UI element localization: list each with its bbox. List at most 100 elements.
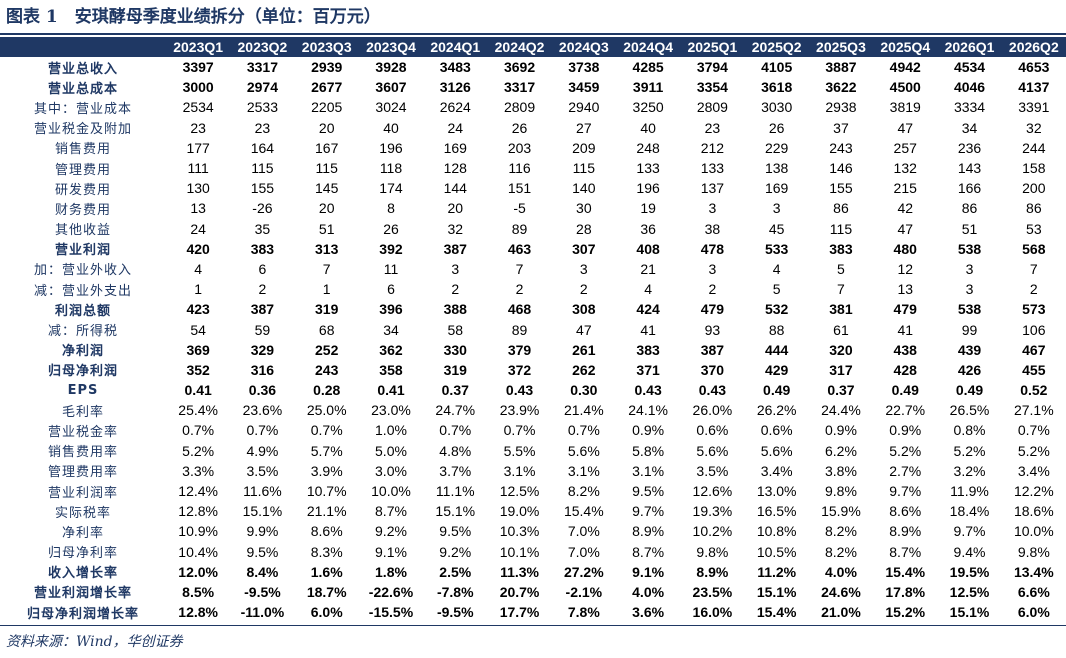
cell: 468 bbox=[507, 301, 532, 318]
cell: 24.7% bbox=[435, 402, 476, 419]
row-label: 其他收益 bbox=[54, 223, 111, 239]
column-header: 2023Q4 bbox=[358, 37, 424, 57]
column-header: 2026Q1 bbox=[937, 37, 1002, 57]
cell: 3.5% bbox=[246, 462, 279, 479]
cell: 16.0% bbox=[692, 604, 733, 621]
cell: 166 bbox=[957, 180, 982, 197]
cell: 16.5% bbox=[756, 503, 797, 520]
cell: 10.5% bbox=[756, 543, 797, 560]
cell: 3738 bbox=[568, 59, 600, 76]
cell: 4285 bbox=[632, 59, 664, 76]
cell: 371 bbox=[636, 361, 660, 378]
cell: 11.2% bbox=[757, 563, 797, 580]
cell: 47 bbox=[897, 220, 914, 237]
cell: 4.8% bbox=[439, 442, 472, 459]
cell: 5.5% bbox=[503, 442, 536, 459]
cell: 9.7% bbox=[953, 523, 986, 540]
cell: 0.37 bbox=[441, 382, 469, 399]
cell: 5.2% bbox=[182, 442, 215, 459]
cell: 313 bbox=[315, 240, 339, 257]
cell: 1.0% bbox=[375, 422, 407, 439]
cell: 4 bbox=[772, 260, 781, 277]
table-row: 财务费用 13 -26 20 8 20 -5 30 19 3 3 86 42 86 86 bbox=[0, 198, 1066, 218]
cell: 3317 bbox=[503, 79, 536, 96]
cell: 248 bbox=[636, 139, 660, 156]
cell: 0.43 bbox=[634, 382, 662, 399]
cell: 8 bbox=[387, 200, 395, 217]
cell: 215 bbox=[893, 180, 917, 197]
cell: 209 bbox=[572, 139, 596, 156]
cell: 9.1% bbox=[632, 563, 665, 580]
row-label: 营业总成本 bbox=[47, 81, 118, 97]
cell: 26 bbox=[768, 119, 785, 136]
cell: 5.7% bbox=[310, 442, 343, 459]
cell: 26 bbox=[511, 119, 528, 136]
table-row: 营业税金率 0.7% 0.7% 0.7% 1.0% 0.7% 0.7% 0.7% 0.9% 0.6… bbox=[0, 420, 1066, 440]
row-label: 归母净利润增长率 bbox=[26, 606, 139, 622]
cell: 372 bbox=[507, 361, 532, 378]
cell: 438 bbox=[893, 341, 917, 358]
cell: 20.7% bbox=[499, 583, 540, 600]
cell: 10.4% bbox=[178, 543, 218, 560]
cell: 319 bbox=[443, 361, 467, 378]
cell: 23.9% bbox=[499, 402, 540, 419]
cell: 2809 bbox=[696, 99, 728, 116]
cell: 24 bbox=[447, 119, 464, 136]
cell: 3.4% bbox=[1017, 462, 1050, 479]
table-row: 归母净利润 352 316 243 358 319 372 262 371 370 429 317 42… bbox=[0, 360, 1066, 380]
cell: 244 bbox=[1022, 139, 1046, 156]
cell: 3459 bbox=[568, 79, 600, 96]
cell: 8.2% bbox=[567, 483, 600, 500]
cell: 32 bbox=[447, 220, 464, 237]
cell: 8.3% bbox=[310, 543, 343, 560]
cell: -26 bbox=[252, 200, 273, 217]
cell: 4 bbox=[194, 260, 203, 277]
cell: 8.9% bbox=[696, 563, 729, 580]
table-row: 减：营业外支出 1 2 1 6 2 2 2 4 2 5 7 13 3 2 bbox=[0, 279, 1066, 299]
cell: 36 bbox=[640, 220, 656, 237]
cell: 19.3% bbox=[692, 503, 733, 520]
cell: 8.7% bbox=[889, 543, 922, 560]
cell: 5.8% bbox=[632, 442, 665, 459]
cell: 7 bbox=[322, 260, 331, 277]
cell: 9.5% bbox=[246, 543, 279, 560]
cell: 5.2% bbox=[953, 442, 986, 459]
cell: 3928 bbox=[375, 59, 407, 76]
cell: 20 bbox=[318, 119, 335, 136]
cell: 429 bbox=[764, 361, 789, 378]
cell: 0.36 bbox=[248, 382, 277, 399]
cell: 3 bbox=[708, 200, 717, 217]
cell: 243 bbox=[315, 361, 339, 378]
cell: 20 bbox=[447, 200, 464, 217]
cell: 111 bbox=[187, 160, 209, 177]
cell: 2.7% bbox=[889, 462, 922, 479]
row-label: 收入增长率 bbox=[47, 566, 118, 582]
cell: 8.6% bbox=[310, 523, 343, 540]
cell: 428 bbox=[893, 361, 917, 378]
cell: 3317 bbox=[246, 59, 278, 76]
cell: 169 bbox=[764, 180, 789, 197]
row-label: 利润总额 bbox=[54, 303, 111, 319]
cell: 10.3% bbox=[499, 523, 540, 540]
cell: 2809 bbox=[503, 99, 536, 116]
cell: 5 bbox=[837, 260, 845, 277]
title: 图表 1 安琪酵母季度业绩拆分（单位：百万元） bbox=[6, 7, 381, 27]
cell: 68 bbox=[318, 321, 335, 338]
cell: 3692 bbox=[503, 59, 536, 76]
table-row: 净利率 10.9% 9.9% 8.6% 9.2% 9.5% 10.3% 7.0% 8.9% 10.… bbox=[0, 521, 1066, 541]
column-header: 2025Q3 bbox=[808, 37, 874, 57]
cell: 0.7% bbox=[567, 422, 600, 439]
cell: 169 bbox=[443, 139, 467, 156]
cell: 58 bbox=[447, 321, 464, 338]
rule bbox=[0, 33, 1066, 35]
cell: 8.7% bbox=[632, 543, 665, 560]
cell: 13 bbox=[897, 281, 914, 298]
cell: 538 bbox=[957, 240, 982, 257]
row-label: 财务费用 bbox=[54, 202, 111, 218]
column-header: 2025Q2 bbox=[744, 37, 809, 57]
cell: 1.6% bbox=[310, 563, 343, 580]
cell: 8.7% bbox=[375, 503, 407, 520]
cell: 15.2% bbox=[885, 604, 926, 621]
cell: 2.5% bbox=[439, 563, 472, 580]
header-corner bbox=[0, 37, 166, 57]
